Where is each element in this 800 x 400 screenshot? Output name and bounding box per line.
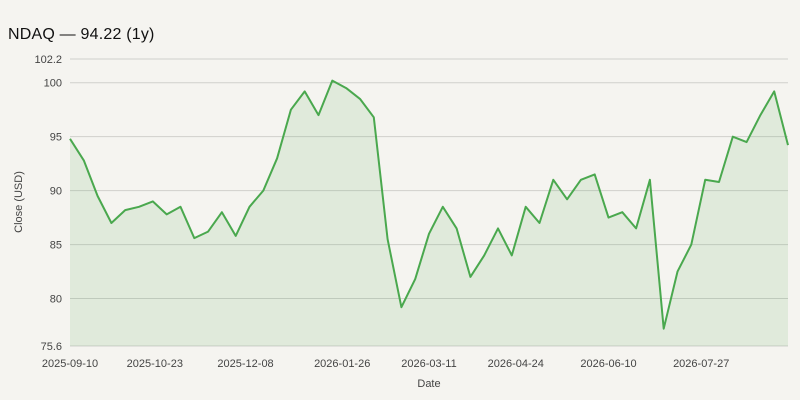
x-axis-ticks: 2025-09-10 2025-10-23 2025-12-08 2026-01-26… <box>42 358 729 370</box>
y-tick-label: 80 <box>50 294 62 306</box>
x-tick-label: 2026-07-27 <box>673 358 729 370</box>
y-tick-label: 85 <box>50 240 62 252</box>
y-tick-label: 90 <box>50 186 62 198</box>
x-tick-label: 2026-03-11 <box>401 358 456 370</box>
price-line-layer <box>69 79 789 330</box>
y-tick-label: 75.6 <box>41 341 62 353</box>
x-tick-label: 2025-12-08 <box>217 358 273 370</box>
y-axis-title: Close (USD) <box>13 171 25 233</box>
x-axis-title: Date <box>417 378 440 390</box>
area-fill-layer <box>70 80 788 346</box>
x-tick-label: 2025-10-23 <box>127 358 183 370</box>
y-axis-ticks: 75.6 80 85 90 95 100 102.2 <box>34 54 62 353</box>
price-area <box>70 80 788 346</box>
x-tick-label: 2026-06-10 <box>580 358 636 370</box>
x-tick-label: 2026-01-26 <box>314 358 370 370</box>
chart-title: NDAQ — 94.22 (1y) <box>8 26 155 43</box>
y-tick-label: 100 <box>44 78 62 90</box>
price-line <box>69 79 789 330</box>
grid-lines <box>70 58 788 347</box>
y-tick-label: 95 <box>50 132 62 144</box>
x-tick-label: 2025-09-10 <box>42 358 98 370</box>
x-tick-label: 2026-04-24 <box>488 358 544 370</box>
y-tick-label: 102.2 <box>34 54 62 66</box>
